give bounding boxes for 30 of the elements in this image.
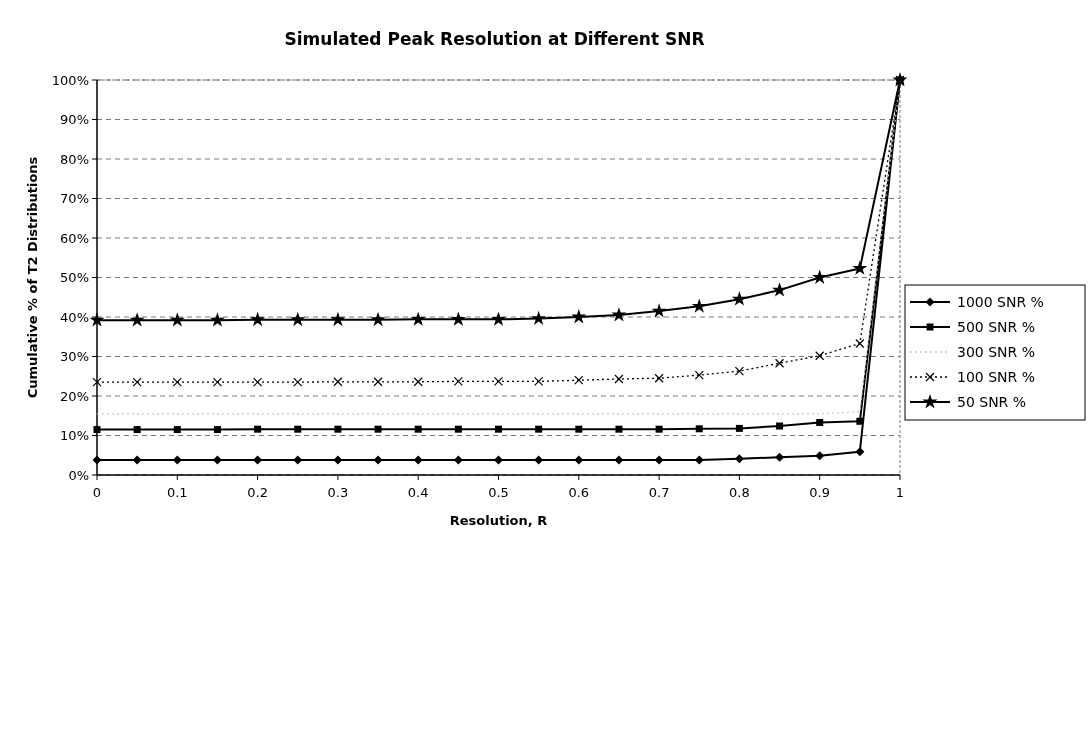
- y-tick-label: 0%: [68, 467, 89, 483]
- x-tick-label: 0.3: [327, 485, 349, 500]
- x-tick-label: 0.2: [247, 485, 268, 500]
- y-tick-label: 70%: [60, 191, 89, 207]
- x-tick-label: 0.4: [407, 485, 429, 500]
- x-tick-label: 0.5: [488, 485, 509, 500]
- y-tick-label: 40%: [60, 309, 89, 325]
- x-tick-label: 0: [92, 485, 102, 500]
- y-tick-label: 20%: [60, 388, 89, 404]
- y-axis-title: Cumulative % of T2 Distributions: [25, 156, 40, 399]
- legend-label: 1000 SNR %: [957, 293, 1044, 310]
- y-tick-label: 50%: [60, 270, 89, 286]
- y-tick-label: 60%: [60, 230, 89, 246]
- x-tick-label: 0.6: [568, 485, 590, 500]
- x-tick-label: 0.8: [729, 485, 750, 500]
- y-tick-label: 10%: [60, 428, 89, 444]
- y-tick-label: 30%: [60, 349, 89, 365]
- y-tick-label: 100%: [51, 72, 89, 88]
- legend-label: 500 SNR %: [957, 318, 1036, 335]
- y-tick-label: 90%: [60, 112, 89, 128]
- x-tick-label: 0.9: [809, 485, 831, 500]
- x-tick-label: 1: [895, 485, 905, 500]
- legend-label: 300 SNR %: [957, 343, 1036, 360]
- legend-label: 100 SNR %: [957, 368, 1036, 385]
- x-tick-label: 0.1: [166, 485, 188, 500]
- chart-title: Simulated Peak Resolution at Different SNR: [284, 29, 705, 49]
- x-axis-title: Resolution, R: [449, 513, 548, 528]
- x-tick-label: 0.7: [648, 485, 670, 500]
- y-tick-label: 80%: [60, 151, 89, 167]
- legend-label: 50 SNR %: [957, 393, 1027, 410]
